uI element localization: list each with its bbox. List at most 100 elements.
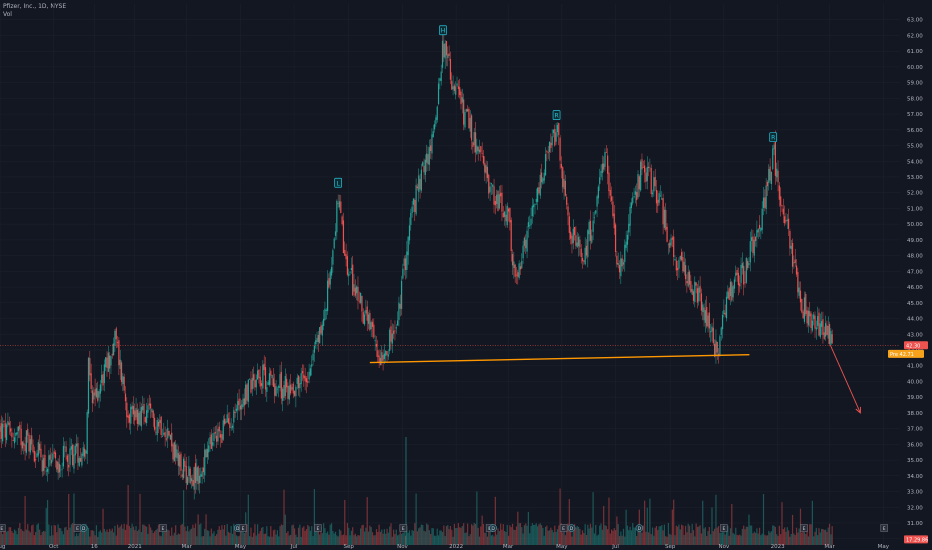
candle-body: [806, 310, 808, 324]
candle-body: [290, 384, 292, 394]
candle-body: [62, 445, 65, 467]
candle-body: [447, 54, 449, 59]
pattern-label-box: [769, 132, 778, 143]
candle-body: [761, 208, 763, 230]
marker-box: [800, 524, 808, 532]
candle-body: [230, 427, 232, 429]
candle-body: [617, 263, 619, 266]
volume-bar: [28, 530, 30, 545]
candle-body: [103, 364, 105, 384]
volume-bar: [559, 488, 561, 545]
candle-body: [147, 405, 149, 413]
volume-bar: [583, 533, 585, 545]
candle-body: [474, 132, 477, 153]
volume-bar: [16, 534, 18, 545]
volume-bar: [733, 534, 736, 545]
volume-bar: [19, 523, 21, 545]
volume-bar: [105, 531, 107, 545]
volume-bar: [539, 523, 541, 545]
volume-bar: [518, 523, 520, 545]
candle-body: [93, 392, 95, 400]
candle-body: [744, 282, 746, 283]
volume-bar: [143, 524, 145, 545]
volume-bar: [803, 532, 806, 545]
volume-bar: [49, 535, 51, 545]
candle-body: [175, 444, 177, 458]
candle-body: [572, 228, 574, 244]
x-tick-label: 16: [91, 544, 98, 550]
volume-bar: [745, 526, 747, 545]
volume-bar: [270, 526, 272, 545]
volume-bar: [743, 525, 745, 545]
volume-bar: [89, 536, 91, 545]
volume-bar: [537, 526, 539, 545]
price-tag-bg: [904, 341, 928, 350]
candle-body: [8, 422, 10, 426]
volume-bar: [592, 492, 594, 545]
volume-bar: [753, 531, 755, 545]
candle-body: [732, 286, 734, 298]
volume-bar: [24, 496, 26, 545]
candle-body: [644, 165, 646, 173]
candle-body: [345, 254, 347, 260]
volume-bar: [136, 531, 138, 545]
volume-bar: [580, 534, 582, 545]
candle-body: [428, 147, 430, 165]
volume-bar: [3, 526, 5, 545]
candle-body: [632, 197, 634, 204]
candle-body: [311, 364, 313, 367]
candle-body: [778, 185, 780, 200]
volume-bar: [85, 523, 87, 545]
candle-body: [412, 198, 415, 205]
candle-body: [156, 420, 158, 436]
candle-body: [326, 280, 329, 312]
volume-bar: [574, 524, 576, 545]
time-axis[interactable]: Aug Oct 16 2021 Mar May Jul Sep Nov 2022 Mar May Jul…: [0, 544, 890, 550]
volume-bar: [253, 532, 255, 545]
candle-body: [155, 431, 157, 433]
volume-bar: [42, 530, 45, 545]
candle-body: [357, 286, 359, 301]
price-axis[interactable]: USD63.0062.0061.0060.0059.0058.0057.0056…: [888, 0, 928, 544]
volume-bar: [777, 535, 779, 545]
volume-bar: [226, 524, 228, 545]
candle-body: [243, 398, 245, 406]
candle-body: [386, 351, 388, 355]
volume-bar: [747, 526, 749, 545]
candle-body: [782, 208, 784, 215]
volume-bar: [7, 530, 9, 545]
volume-bar: [163, 530, 165, 545]
volume-bar: [217, 529, 219, 545]
candle-body: [624, 244, 626, 263]
candle-body: [654, 176, 656, 187]
candle-body: [160, 416, 162, 435]
volume-bar: [533, 524, 535, 545]
volume-bar: [0, 526, 2, 545]
candle-body: [149, 403, 152, 409]
candle-body: [826, 325, 828, 336]
volume-bar: [216, 534, 218, 545]
candle-body: [444, 43, 446, 59]
candle-body: [385, 351, 387, 356]
candle-body: [360, 292, 362, 303]
y-tick-label: 56.00: [907, 128, 923, 134]
y-tick-label: 61.00: [907, 49, 923, 55]
y-tick-label: 36.00: [907, 442, 923, 448]
volume-bar: [437, 535, 440, 545]
candle-body: [710, 331, 712, 333]
candle-body: [801, 299, 803, 313]
candle-body: [576, 242, 578, 248]
volume-bar: [169, 535, 172, 545]
x-tick-label: May: [878, 544, 890, 550]
candle-body: [764, 197, 766, 208]
volume-bar: [251, 536, 253, 545]
candle-body: [185, 465, 187, 484]
x-tick-label: Aug: [0, 544, 5, 550]
candle-body: [702, 304, 704, 313]
volume-bar: [577, 526, 580, 545]
candle-body: [194, 463, 197, 484]
candle-body: [451, 80, 453, 90]
candle-body: [728, 288, 730, 300]
volume-bar: [304, 530, 306, 545]
